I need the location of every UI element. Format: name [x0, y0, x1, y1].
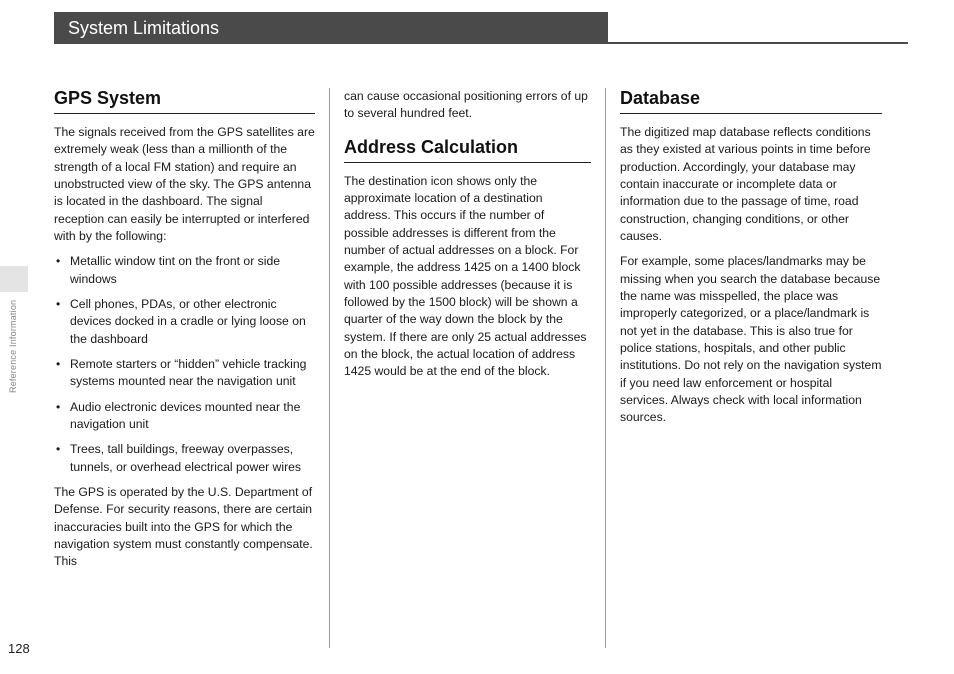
bullet-list: Metallic window tint on the front or sid… — [54, 253, 315, 476]
heading-address-calculation: Address Calculation — [344, 137, 591, 163]
paragraph: can cause occasional positioning errors … — [344, 88, 591, 123]
chapter-title: System Limitations — [68, 18, 219, 39]
column-3: Database The digitized map database refl… — [606, 88, 882, 648]
paragraph: For example, some places/landmarks may b… — [620, 253, 882, 426]
list-item: Metallic window tint on the front or sid… — [54, 253, 315, 288]
header-rule-extension — [608, 42, 908, 44]
paragraph: The digitized map database reflects cond… — [620, 124, 882, 245]
content-columns: GPS System The signals received from the… — [54, 88, 922, 648]
paragraph: The signals received from the GPS satell… — [54, 124, 315, 245]
list-item: Trees, tall buildings, freeway overpasse… — [54, 441, 315, 476]
list-item: Cell phones, PDAs, or other electronic d… — [54, 296, 315, 348]
paragraph: The destination icon shows only the appr… — [344, 173, 591, 381]
column-2: can cause occasional positioning errors … — [330, 88, 606, 648]
list-item: Remote starters or “hidden” vehicle trac… — [54, 356, 315, 391]
heading-gps-system: GPS System — [54, 88, 315, 114]
side-thumb-tab — [0, 266, 28, 292]
list-item: Audio electronic devices mounted near th… — [54, 399, 315, 434]
paragraph: The GPS is operated by the U.S. Departme… — [54, 484, 315, 571]
page-number: 128 — [8, 641, 30, 656]
column-1: GPS System The signals received from the… — [54, 88, 330, 648]
heading-database: Database — [620, 88, 882, 114]
chapter-header: System Limitations — [54, 12, 608, 44]
side-section-label: Reference Information — [3, 300, 23, 450]
